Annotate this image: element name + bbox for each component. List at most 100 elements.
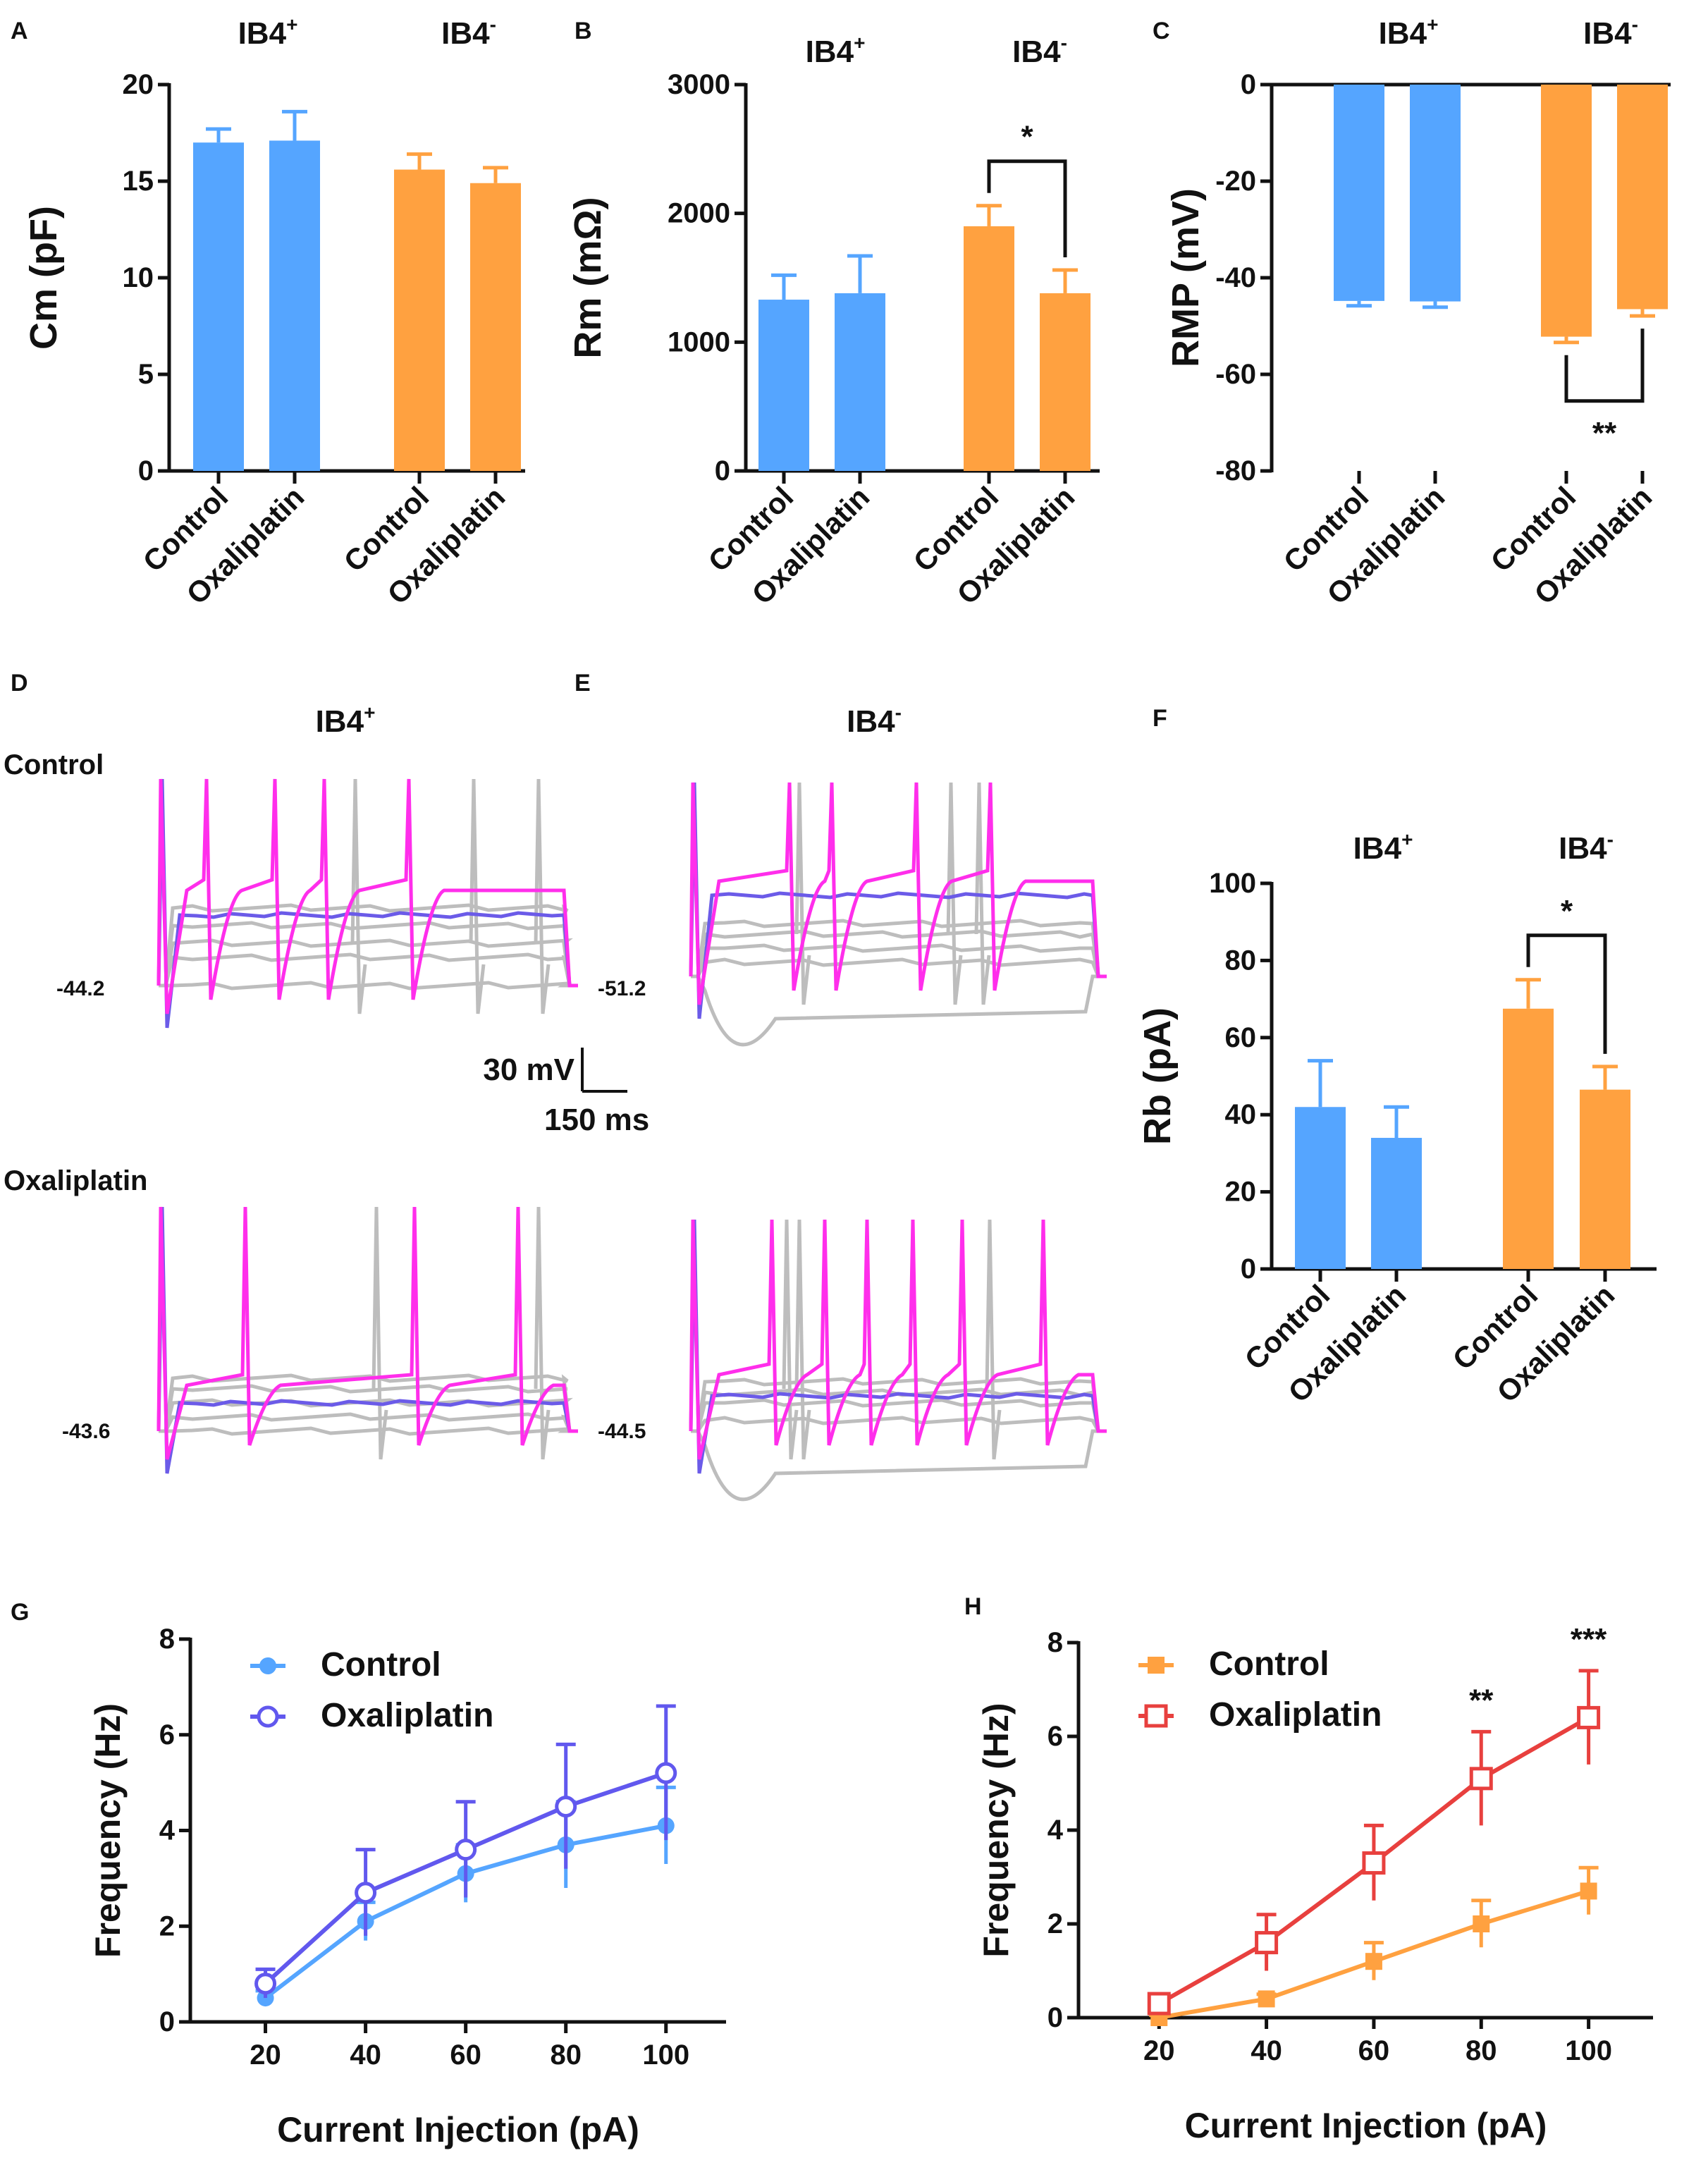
y-tick-label: 0	[1047, 2002, 1063, 2033]
bar	[1503, 1008, 1554, 1269]
y-tick-label: 0	[715, 455, 730, 486]
y-tick-label: 15	[123, 166, 154, 197]
x-tick-label: 100	[1565, 2035, 1612, 2066]
voltage-trace	[691, 1377, 1107, 1433]
x-axis-title: Current Injection (pA)	[1185, 2106, 1547, 2145]
y-tick-label: 80	[1225, 945, 1257, 976]
y-tick-label: -40	[1215, 262, 1256, 293]
scale-bar-voltage: 30 mV	[483, 1053, 575, 1087]
voltage-trace	[371, 1206, 388, 1460]
bar	[269, 140, 320, 471]
rmp-label-e-control: -51.2	[598, 977, 646, 1000]
y-tick-label: -60	[1215, 359, 1256, 390]
voltage-trace	[159, 921, 578, 988]
legend-marker	[259, 1657, 276, 1674]
panel-label-c: C	[1153, 18, 1170, 44]
y-tick-label: 0	[138, 455, 154, 486]
voltage-trace	[691, 974, 1107, 1047]
voltage-trace	[691, 957, 1107, 979]
significance-bracket	[1526, 933, 1607, 1054]
panel-label-d: D	[11, 670, 28, 697]
data-point	[1255, 1931, 1279, 1955]
bar	[964, 226, 1014, 471]
trace-panel-d-oxaliplatin	[156, 1206, 578, 1474]
significance-label: *	[1021, 120, 1033, 154]
bar	[1040, 293, 1090, 471]
data-point	[1580, 1882, 1597, 1900]
bar	[1410, 85, 1461, 302]
legend-marker	[257, 1705, 279, 1728]
y-tick-label: 0	[1241, 1253, 1256, 1284]
data-point	[1147, 1992, 1171, 2016]
panel-label-b: B	[575, 18, 592, 44]
scale-bar: 30 mV 150 ms	[483, 1048, 649, 1137]
voltage-trace-spiking	[689, 782, 1107, 1005]
y-tick-label: -80	[1215, 455, 1256, 486]
data-point	[1258, 1990, 1275, 2008]
group-label-ib4-pos: IB4+	[806, 32, 866, 69]
trace-panel-e-control	[689, 782, 1107, 1047]
voltage-trace-threshold	[156, 1206, 578, 1474]
voltage-trace	[469, 778, 486, 1014]
voltage-trace	[782, 1219, 799, 1460]
group-label-ib4-pos: IB4+	[1379, 13, 1439, 51]
bar	[835, 293, 885, 471]
y-axis-title: Frequency (Hz)	[976, 1703, 1016, 1957]
voltage-trace	[691, 919, 1107, 979]
voltage-trace	[159, 1384, 578, 1433]
y-tick-label: 40	[1225, 1099, 1257, 1130]
data-point	[655, 1762, 677, 1784]
bar	[1334, 85, 1384, 301]
chart-frequency-ib4-pos: 0 2 4 6 8 20 40 60 80 100 Current Injection (pA) Fr…	[88, 1624, 726, 2149]
data-point	[254, 1973, 277, 1995]
y-tick-label: 4	[159, 1815, 176, 1846]
y-tick-label: -20	[1215, 166, 1256, 197]
bar	[758, 300, 809, 471]
y-tick-label: 2000	[668, 198, 730, 229]
voltage-trace	[350, 778, 367, 1014]
data-point	[555, 1796, 577, 1818]
rmp-label-d-oxali: -43.6	[62, 1420, 110, 1443]
x-tick-label: 40	[1251, 2035, 1282, 2066]
voltage-trace	[691, 1398, 1107, 1433]
voltage-trace	[534, 1206, 551, 1460]
significance-bracket	[987, 159, 1067, 258]
significance-bracket	[1564, 329, 1645, 403]
y-tick-label: 6	[1047, 1721, 1063, 1752]
y-axis-title: Rm (mΩ)	[567, 197, 609, 358]
voltage-trace	[159, 1412, 578, 1433]
y-axis-title: Rb (pA)	[1136, 1007, 1179, 1145]
y-tick-label: 2	[159, 1911, 175, 1942]
x-tick-label: 100	[642, 2040, 689, 2071]
legend-label: Control	[1209, 1645, 1329, 1683]
rmp-label-d-control: -44.2	[56, 977, 104, 1000]
legend-label: Oxaliplatin	[1209, 1696, 1382, 1734]
bar	[470, 183, 521, 471]
voltage-trace	[159, 938, 578, 988]
y-tick-label: 0	[1241, 69, 1256, 100]
group-label-ib4-neg: IB4-	[1583, 13, 1638, 51]
y-tick-label: 0	[159, 2006, 175, 2037]
voltage-trace-spiking	[156, 778, 578, 1014]
panel-label-g: G	[11, 1599, 29, 1626]
y-tick-label: 6	[159, 1719, 175, 1750]
y-tick-label: 8	[1047, 1627, 1063, 1658]
panel-label-h: H	[964, 1593, 982, 1620]
voltage-trace	[534, 778, 551, 1014]
y-tick-label: 100	[1209, 868, 1256, 899]
trace-row-control: Control	[4, 749, 104, 780]
voltage-trace	[794, 1219, 811, 1460]
voltage-trace-threshold	[156, 778, 578, 1029]
x-tick-label: 60	[1358, 2035, 1390, 2066]
voltage-trace	[691, 929, 1107, 979]
panel-label-a: A	[11, 18, 28, 44]
legend-label: Control	[321, 1646, 441, 1683]
voltage-trace	[691, 943, 1107, 979]
x-tick-label: 20	[250, 2040, 281, 2071]
significance-label: **	[1469, 1683, 1494, 1717]
scale-bar-time: 150 ms	[544, 1103, 649, 1137]
voltage-trace	[159, 1426, 578, 1436]
